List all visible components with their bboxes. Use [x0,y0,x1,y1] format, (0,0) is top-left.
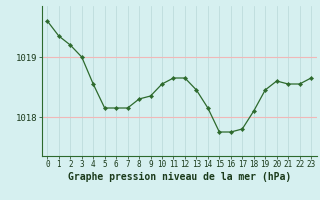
X-axis label: Graphe pression niveau de la mer (hPa): Graphe pression niveau de la mer (hPa) [68,172,291,182]
